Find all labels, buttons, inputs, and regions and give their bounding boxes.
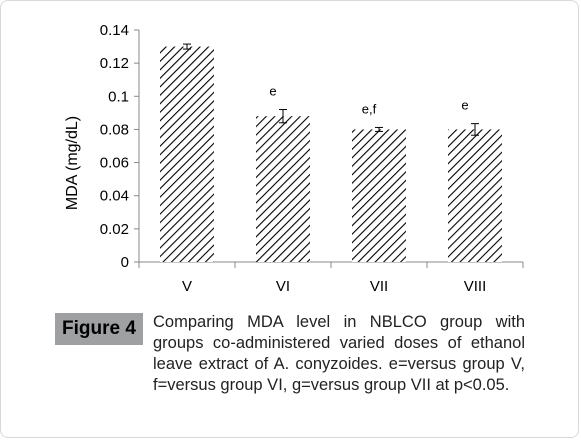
- y-axis-ticks: 0 0.02 0.04 0.06 0.08 0.1 0.12 0.14: [100, 22, 139, 271]
- y-tick-label: 0.14: [100, 22, 129, 39]
- x-tick-label: VI: [276, 278, 290, 295]
- y-tick-label: 0.08: [100, 121, 129, 138]
- y-axis-title: MDA (mg/dL): [64, 116, 81, 210]
- y-tick-label: 0.06: [100, 155, 129, 172]
- bars: [160, 46, 502, 263]
- bar-chart: 00.020.040.060.080.10.120.14 V VI VII VIII …: [64, 22, 524, 295]
- x-tick-label: VII: [370, 278, 388, 295]
- y-tick-label: 0.04: [100, 188, 129, 205]
- x-tick-label: V: [182, 278, 192, 295]
- significance-labels: e e,f e: [269, 84, 468, 117]
- x-tick-label: VIII: [464, 278, 487, 295]
- significance-label: e: [461, 98, 468, 113]
- bar: [352, 129, 406, 262]
- y-tick-label: 0.12: [100, 55, 129, 72]
- bar: [448, 129, 502, 262]
- significance-label: e: [269, 84, 276, 99]
- x-axis-ticks: V VI VII VIII: [138, 262, 524, 295]
- bar: [256, 116, 310, 263]
- y-tick-label: 0: [121, 254, 129, 271]
- y-tick-label: 0.1: [108, 88, 129, 105]
- significance-label: e,f: [362, 101, 377, 116]
- y-tick-label: 0.02: [100, 221, 129, 238]
- bar: [160, 46, 214, 263]
- error-bars: [183, 43, 479, 136]
- figure-caption: Comparing MDA level in NBLCO group with …: [153, 313, 525, 394]
- figure-label: Figure 4: [55, 313, 143, 345]
